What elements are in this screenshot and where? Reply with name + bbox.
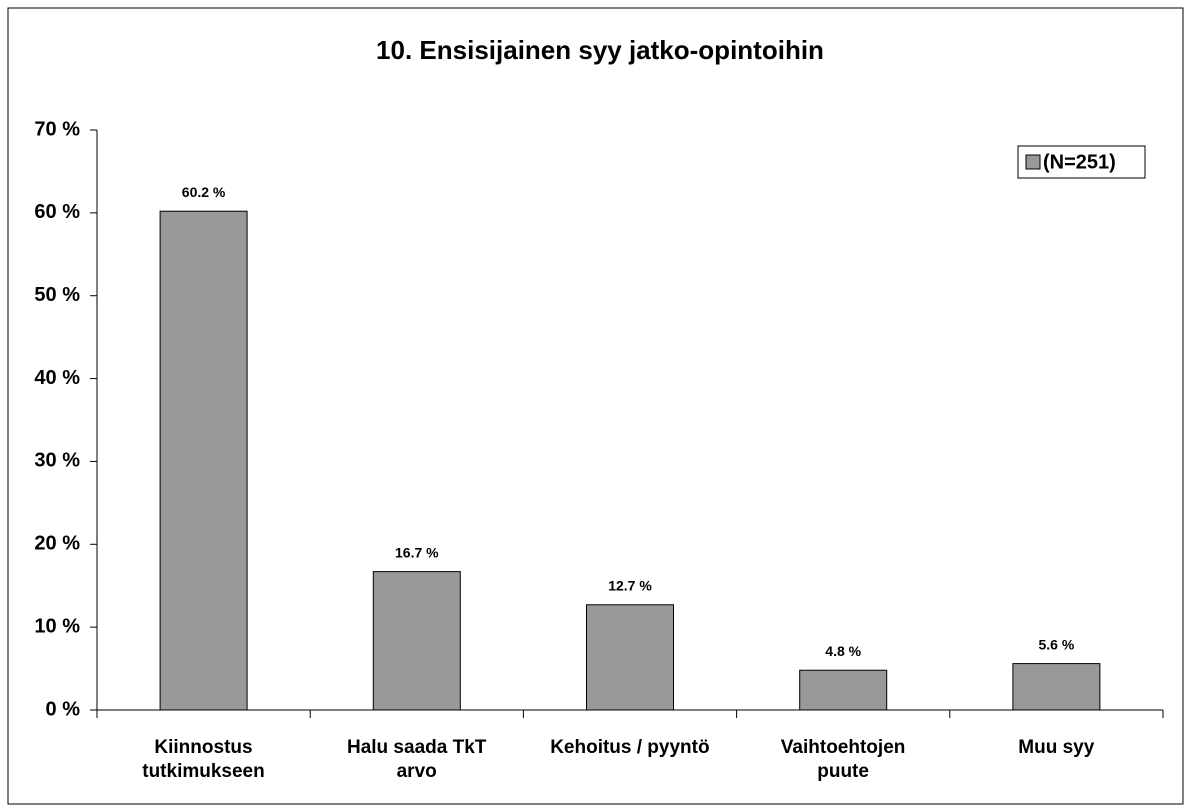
x-tick-label: Vaihtoehtojen puute: [780, 737, 906, 782]
y-tick-label: 0 %: [46, 698, 81, 720]
x-tick-label: Kehoitus / pyyntö: [550, 737, 710, 758]
x-tick-label: Halu saada TkT arvo: [346, 737, 487, 782]
bar: [799, 669, 888, 711]
legend-swatch: [1025, 154, 1041, 170]
y-tick-label: 30 %: [34, 450, 80, 472]
value-label: 16.7 %: [395, 544, 439, 560]
value-label: 60.2 %: [182, 184, 226, 200]
value-label: 12.7 %: [608, 577, 652, 593]
bar: [586, 604, 674, 711]
y-tick-label: 70 %: [34, 118, 80, 140]
value-label: 5.6 %: [1038, 636, 1074, 652]
bar: [1012, 663, 1101, 711]
bar: [159, 210, 248, 711]
y-tick-label: 10 %: [34, 615, 80, 637]
x-tick-label: Kiinnostus tutkimukseen: [142, 737, 265, 782]
y-tick-label: 20 %: [34, 533, 80, 555]
y-tick-label: 60 %: [34, 201, 80, 223]
legend-label: (N=251): [1043, 151, 1116, 173]
bar: [372, 571, 461, 711]
x-tick-label: Muu syy: [1018, 737, 1095, 758]
chart-title: 10. Ensisijainen syy jatko-opintoihin: [376, 35, 824, 65]
y-tick-label: 40 %: [34, 367, 80, 389]
value-label: 4.8 %: [825, 643, 861, 659]
y-tick-label: 50 %: [34, 284, 80, 306]
